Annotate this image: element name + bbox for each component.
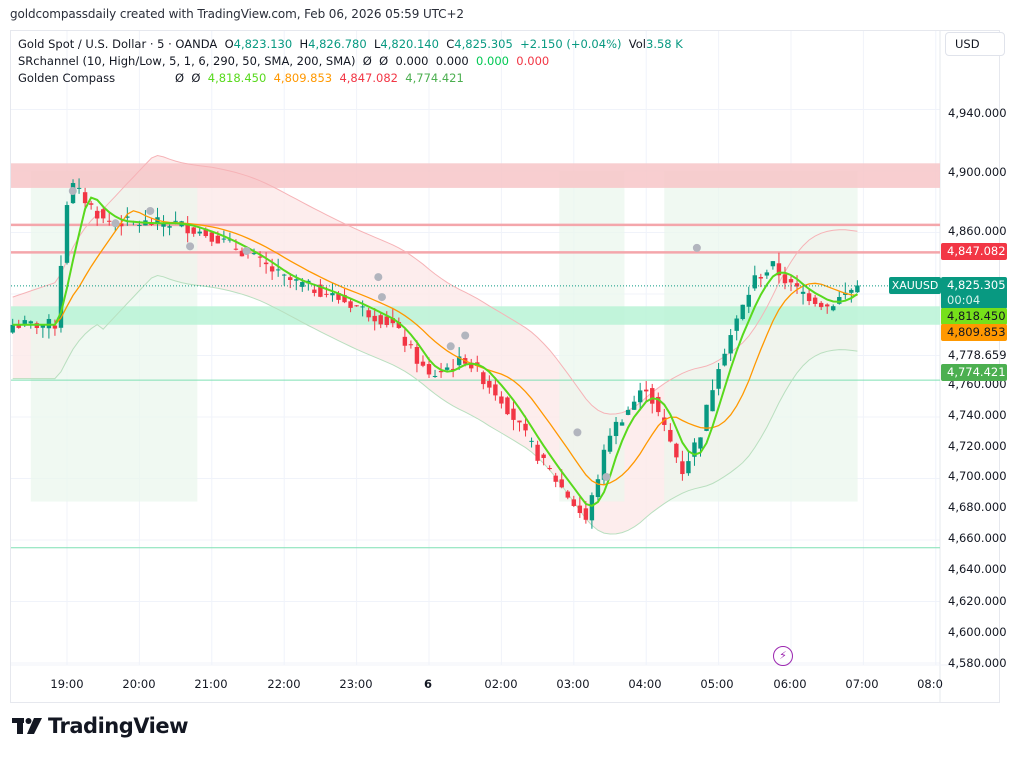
last-price-tag: 4,825.305 00:04 [941, 277, 1007, 309]
srchannel-title: SRchannel (10, High/Low, 5, 1, 6, 290, 5… [18, 54, 356, 68]
lightning-icon[interactable]: ⚡ [773, 646, 793, 666]
change-value: +2.150 (+0.04%) [520, 37, 622, 51]
srchannel-value-4: 0.000 [516, 54, 550, 68]
close-value: 4,825.305 [454, 37, 513, 51]
price-axis-label: 4,778.659 [948, 348, 1007, 362]
tradingview-mark-icon [12, 718, 42, 734]
price-axis-label: 4,860.000 [948, 224, 1007, 238]
price-axis-label: 4,680.000 [948, 500, 1007, 514]
currency-button[interactable]: USD [945, 32, 1005, 56]
resistance-price-tag: 4,847.082 [941, 243, 1007, 260]
volume-value: 3.58 K [646, 37, 683, 51]
bar-countdown: 00:04 [947, 293, 981, 307]
time-axis-label: 21:00 [194, 677, 228, 691]
price-axis-label: 4,580.000 [948, 656, 1007, 670]
tradingview-wordmark: TradingView [48, 714, 188, 738]
price-axis-label: 4,940.000 [948, 106, 1007, 120]
time-axis-label: 05:00 [700, 677, 734, 691]
time-axis-label: 04:00 [628, 677, 662, 691]
time-axis-label: 07:00 [845, 677, 879, 691]
price-axis-label: 4,700.000 [948, 469, 1007, 483]
gc-fast-value: 4,818.450 [207, 71, 267, 85]
gc-upper-value: 4,847.082 [339, 71, 398, 85]
price-axis-label: 4,620.000 [948, 594, 1007, 608]
price-axis-label: 4,740.000 [948, 408, 1007, 422]
symbol-title: Gold Spot / U.S. Dollar · 5 · OANDA [18, 37, 218, 51]
chart-legend: Gold Spot / U.S. Dollar · 5 · OANDA O 4,8… [18, 36, 683, 87]
price-axis-label: 4,900.000 [948, 165, 1007, 179]
gc-lower-value: 4,774.421 [405, 71, 464, 85]
time-axis-label: 08:0 [917, 677, 943, 691]
last-price-value: 4,825.305 [947, 278, 1006, 292]
symbol-tag: XAUUSD [889, 277, 941, 294]
time-axis-label: 22:00 [267, 677, 301, 691]
open-value: 4,823.130 [233, 37, 293, 51]
slow-ma-price-tag: 4,809.853 [941, 324, 1007, 341]
time-axis-label: 23:00 [339, 677, 373, 691]
fast-ma-price-tag: 4,818.450 [941, 308, 1007, 325]
time-axis-label: 02:00 [484, 677, 518, 691]
price-axis-label: 4,640.000 [948, 562, 1007, 576]
srchannel-value-2: 0.000 [435, 54, 469, 68]
tradingview-logo[interactable]: TradingView [12, 714, 188, 738]
time-axis-label: 19:00 [50, 677, 84, 691]
legend-golden-compass-row[interactable]: Golden Compass Ø Ø 4,818.450 4,809.853 4… [18, 71, 464, 85]
time-axis-label: 03:00 [556, 677, 590, 691]
price-axis-label: 4,720.000 [948, 439, 1007, 453]
time-axis-label: 20:00 [122, 677, 156, 691]
high-value: 4,826.780 [308, 37, 367, 51]
gc-slow-value: 4,809.853 [273, 71, 333, 85]
srchannel-value-1: 0.000 [395, 54, 429, 68]
price-axis-label: 4,660.000 [948, 531, 1007, 545]
time-axis-label: 06:00 [773, 677, 807, 691]
support-price-tag: 4,774.421 [941, 364, 1007, 381]
low-value: 4,820.140 [380, 37, 439, 51]
chart-caption: goldcompassdaily created with TradingVie… [10, 7, 464, 21]
legend-symbol-row[interactable]: Gold Spot / U.S. Dollar · 5 · OANDA O 4,8… [18, 37, 683, 51]
legend-srchannel-row[interactable]: SRchannel (10, High/Low, 5, 1, 6, 290, 5… [18, 54, 550, 68]
srchannel-value-3: 0.000 [476, 54, 509, 68]
golden-compass-title: Golden Compass [18, 71, 116, 85]
time-axis-label-day: 6 [423, 677, 433, 691]
price-axis-label: 4,600.000 [948, 625, 1007, 639]
